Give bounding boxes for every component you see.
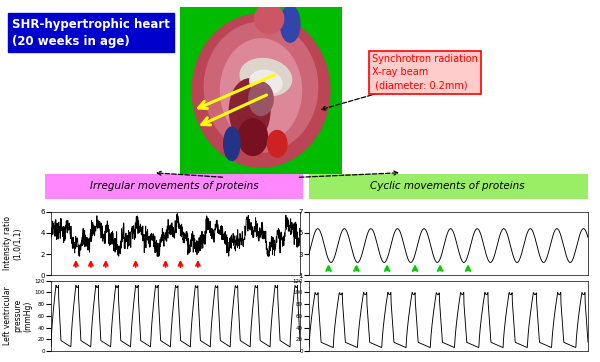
- Ellipse shape: [254, 4, 284, 34]
- Ellipse shape: [229, 79, 270, 142]
- Ellipse shape: [221, 39, 302, 142]
- Ellipse shape: [204, 22, 318, 152]
- Text: Intensity ratio
(1,0/1,1): Intensity ratio (1,0/1,1): [3, 216, 22, 270]
- Text: Synchrotron radiation
X-ray beam
 (diameter: 0.2mm): Synchrotron radiation X-ray beam (diamet…: [372, 54, 478, 90]
- Ellipse shape: [250, 70, 282, 94]
- Text: Irregular movements of proteins: Irregular movements of proteins: [89, 181, 259, 191]
- Text: Left ventricular
pressure
(mmHg): Left ventricular pressure (mmHg): [3, 286, 33, 345]
- Ellipse shape: [224, 127, 240, 160]
- Ellipse shape: [249, 82, 273, 115]
- Ellipse shape: [192, 14, 330, 167]
- Text: Cyclic movements of proteins: Cyclic movements of proteins: [370, 181, 524, 191]
- Ellipse shape: [240, 59, 292, 96]
- Ellipse shape: [238, 119, 268, 155]
- Ellipse shape: [268, 130, 287, 157]
- Text: SHR-hypertrophic heart
(20 weeks in age): SHR-hypertrophic heart (20 weeks in age): [12, 18, 170, 47]
- Ellipse shape: [280, 5, 300, 42]
